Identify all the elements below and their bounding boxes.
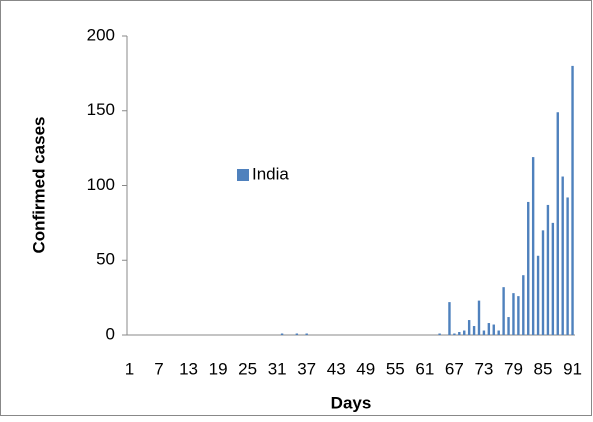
y-tick-label: 100 — [87, 175, 115, 194]
bar — [556, 112, 559, 336]
legend-label: India — [252, 164, 289, 183]
bar — [546, 204, 550, 335]
bar — [512, 293, 515, 335]
bar — [531, 157, 535, 335]
bar — [472, 326, 476, 335]
x-tick-label: 49 — [356, 359, 375, 378]
y-tick-label: 50 — [96, 250, 115, 269]
bar — [477, 300, 481, 335]
legend-swatch — [237, 169, 249, 181]
bar — [305, 333, 308, 335]
bar — [487, 323, 491, 335]
bar — [463, 330, 466, 335]
x-tick-label: 13 — [179, 359, 198, 378]
x-tick-label: 67 — [445, 359, 464, 378]
bar — [438, 333, 441, 335]
bar — [551, 222, 555, 335]
x-tick-label: 19 — [209, 359, 228, 378]
x-tick-label: 85 — [534, 359, 553, 378]
x-tick-label: 91 — [563, 359, 582, 378]
x-axis-label: Days — [331, 393, 372, 412]
x-tick-label: 79 — [504, 359, 523, 378]
x-tick-label: 73 — [474, 359, 493, 378]
bar — [536, 255, 540, 335]
x-tick-label: 1 — [125, 359, 134, 378]
bar — [497, 330, 500, 335]
x-tick-label: 55 — [386, 359, 405, 378]
bar — [453, 333, 456, 335]
x-tick-label: 37 — [297, 359, 316, 378]
x-tick-label: 61 — [415, 359, 434, 378]
bar — [482, 330, 486, 335]
x-tick-label: 31 — [268, 359, 287, 378]
bar — [458, 332, 461, 335]
bar — [527, 201, 530, 335]
bar — [448, 302, 451, 335]
bar — [492, 324, 495, 335]
bar — [566, 197, 569, 335]
bar — [280, 333, 284, 335]
y-tick-label: 150 — [87, 100, 115, 119]
bar — [541, 230, 545, 335]
y-tick-label: 200 — [87, 25, 115, 44]
y-axis-label: Confirmed cases — [29, 117, 48, 254]
bar — [561, 176, 564, 335]
x-tick-label: 25 — [238, 359, 257, 378]
y-tick-label: 0 — [106, 324, 115, 343]
bar — [517, 296, 520, 335]
bar — [502, 287, 505, 335]
bar — [522, 275, 525, 335]
bar — [571, 65, 574, 336]
bar — [295, 333, 299, 335]
x-tick-label: 43 — [327, 359, 346, 378]
bar — [507, 317, 510, 335]
x-tick-label: 7 — [154, 359, 163, 378]
bar — [467, 320, 471, 335]
